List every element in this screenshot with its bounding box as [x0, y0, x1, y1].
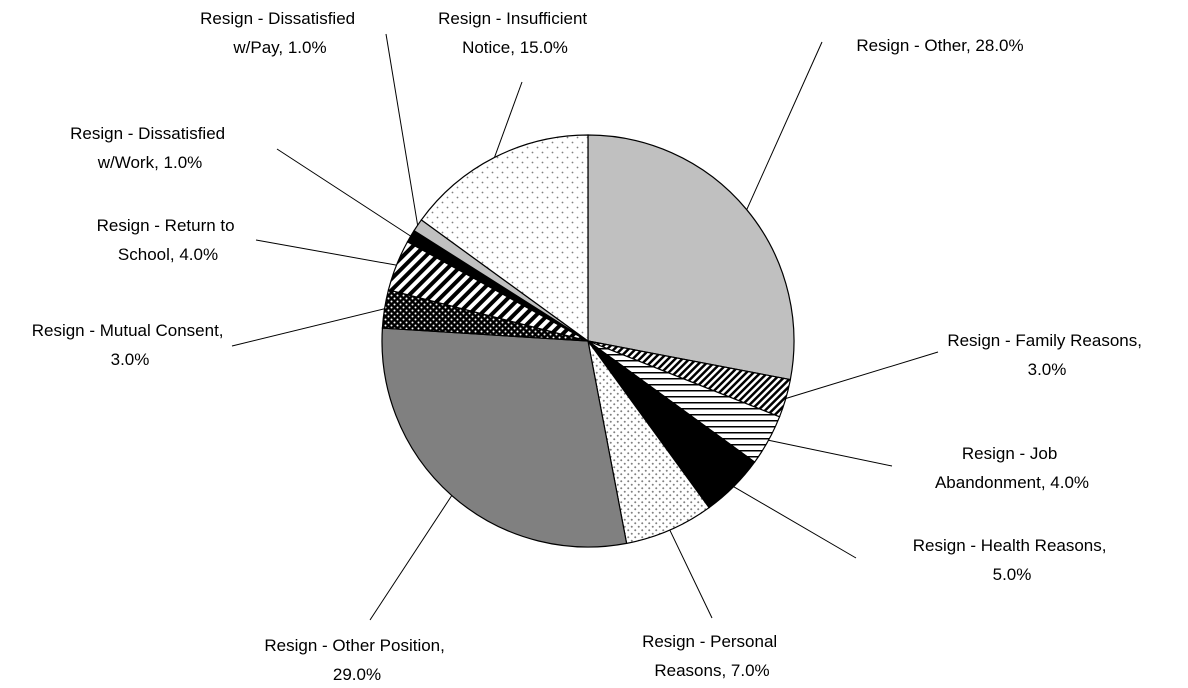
label-line: Resign - Health Reasons,	[913, 536, 1111, 555]
leader-line	[669, 529, 713, 619]
label-line: Resign - Job	[962, 444, 1062, 463]
label-line: Resign - Insufficient	[438, 9, 592, 28]
data-label: Resign - Insufficient Notice, 15.0%	[438, 9, 592, 57]
label-line: Resign - Return to	[97, 216, 240, 235]
label-line: w/Work, 1.0%	[97, 153, 203, 172]
data-label: Resign - Dissatisfied w/Pay, 1.0%	[200, 9, 360, 57]
leader-line	[733, 486, 857, 559]
data-label: Resign - Family Reasons, 3.0%	[947, 331, 1146, 379]
data-label: Resign - Dissatisfied w/Work, 1.0%	[70, 124, 230, 172]
label-line: 3.0%	[1028, 360, 1067, 379]
data-label: Resign - Job Abandonment, 4.0%	[935, 444, 1089, 492]
data-label: Resign - Other Position, 29.0%	[264, 636, 449, 684]
label-line: 5.0%	[993, 565, 1032, 584]
leader-line	[768, 439, 893, 467]
label-line: w/Pay, 1.0%	[232, 38, 326, 57]
label-line: Resign - Family Reasons,	[947, 331, 1146, 350]
label-line: 29.0%	[333, 665, 381, 684]
label-line: Resign - Dissatisfied	[200, 9, 360, 28]
label-line: 3.0%	[111, 350, 150, 369]
pie-slice	[587, 134, 795, 381]
label-line: Reasons, 7.0%	[654, 661, 769, 680]
leader-line	[785, 351, 939, 399]
leader-line	[231, 308, 385, 347]
leader-line	[255, 239, 397, 266]
label-line: Abandonment, 4.0%	[935, 473, 1089, 492]
label-line: Resign - Other, 28.0%	[856, 36, 1023, 55]
label-line: Resign - Mutual Consent,	[32, 321, 229, 340]
label-line: Resign - Personal	[642, 632, 782, 651]
leader-line	[369, 495, 453, 621]
leader-line	[385, 33, 419, 226]
leader-line	[494, 81, 523, 158]
leader-line	[276, 148, 411, 237]
label-line: Resign - Dissatisfied	[70, 124, 230, 143]
data-label: Resign - Health Reasons, 5.0%	[913, 536, 1111, 584]
label-line: Resign - Other Position,	[264, 636, 449, 655]
label-line: School, 4.0%	[118, 245, 218, 264]
data-label: Resign - Mutual Consent, 3.0%	[32, 321, 229, 369]
data-label: Resign - Other, 28.0%	[856, 36, 1023, 55]
pie-slice	[381, 327, 628, 548]
pie-slice	[420, 134, 589, 343]
label-line: Notice, 15.0%	[462, 38, 568, 57]
data-label: Resign - Personal Reasons, 7.0%	[642, 632, 782, 680]
data-label: Resign - Return to School, 4.0%	[97, 216, 240, 264]
leader-line	[746, 41, 823, 210]
